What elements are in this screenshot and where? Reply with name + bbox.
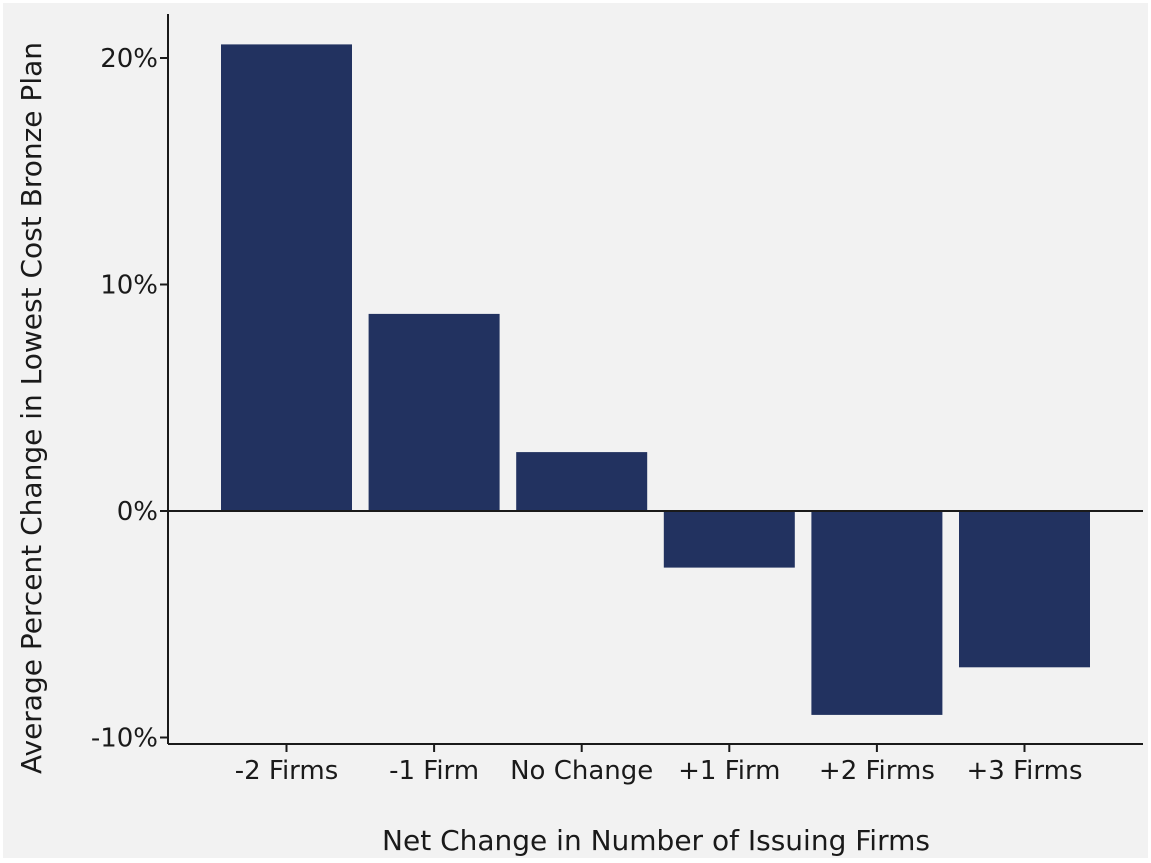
x-tick-label-plus1-firm: +1 Firm <box>678 756 780 786</box>
bar-minus1-firm <box>368 313 500 511</box>
y-tick-label: 10% <box>100 271 158 301</box>
y-axis-title: Average Percent Change in Lowest Cost Br… <box>15 42 48 774</box>
x-tick-label-minus2-firms: -2 Firms <box>235 756 339 786</box>
y-tick-label: 20% <box>100 44 158 74</box>
bar-plus1-firm <box>663 511 795 568</box>
x-tick-label-plus3-firms: +3 Firms <box>967 756 1083 786</box>
y-tick-label: -10% <box>91 724 158 754</box>
bars-group <box>221 44 1090 715</box>
y-tick-label: 0% <box>117 497 158 527</box>
x-tick-label-no-change: No Change <box>510 756 653 786</box>
bar-plus3-firms <box>959 511 1090 668</box>
x-tick-label-minus1-firm: -1 Firm <box>389 756 479 786</box>
bar-minus2-firms <box>221 44 352 512</box>
y-axis-ticks: 20% 10% 0% -10% <box>91 44 168 754</box>
bar-plus2-firms <box>811 511 943 715</box>
x-axis-title: Net Change in Number of Issuing Firms <box>382 824 930 857</box>
x-tick-label-plus2-firms: +2 Firms <box>819 756 935 786</box>
chart-background <box>3 3 1148 858</box>
x-axis-ticks: -2 Firms -1 Firm No Change +1 Firm +2 Firms +… <box>235 744 1083 786</box>
bar-no-change <box>516 452 648 511</box>
